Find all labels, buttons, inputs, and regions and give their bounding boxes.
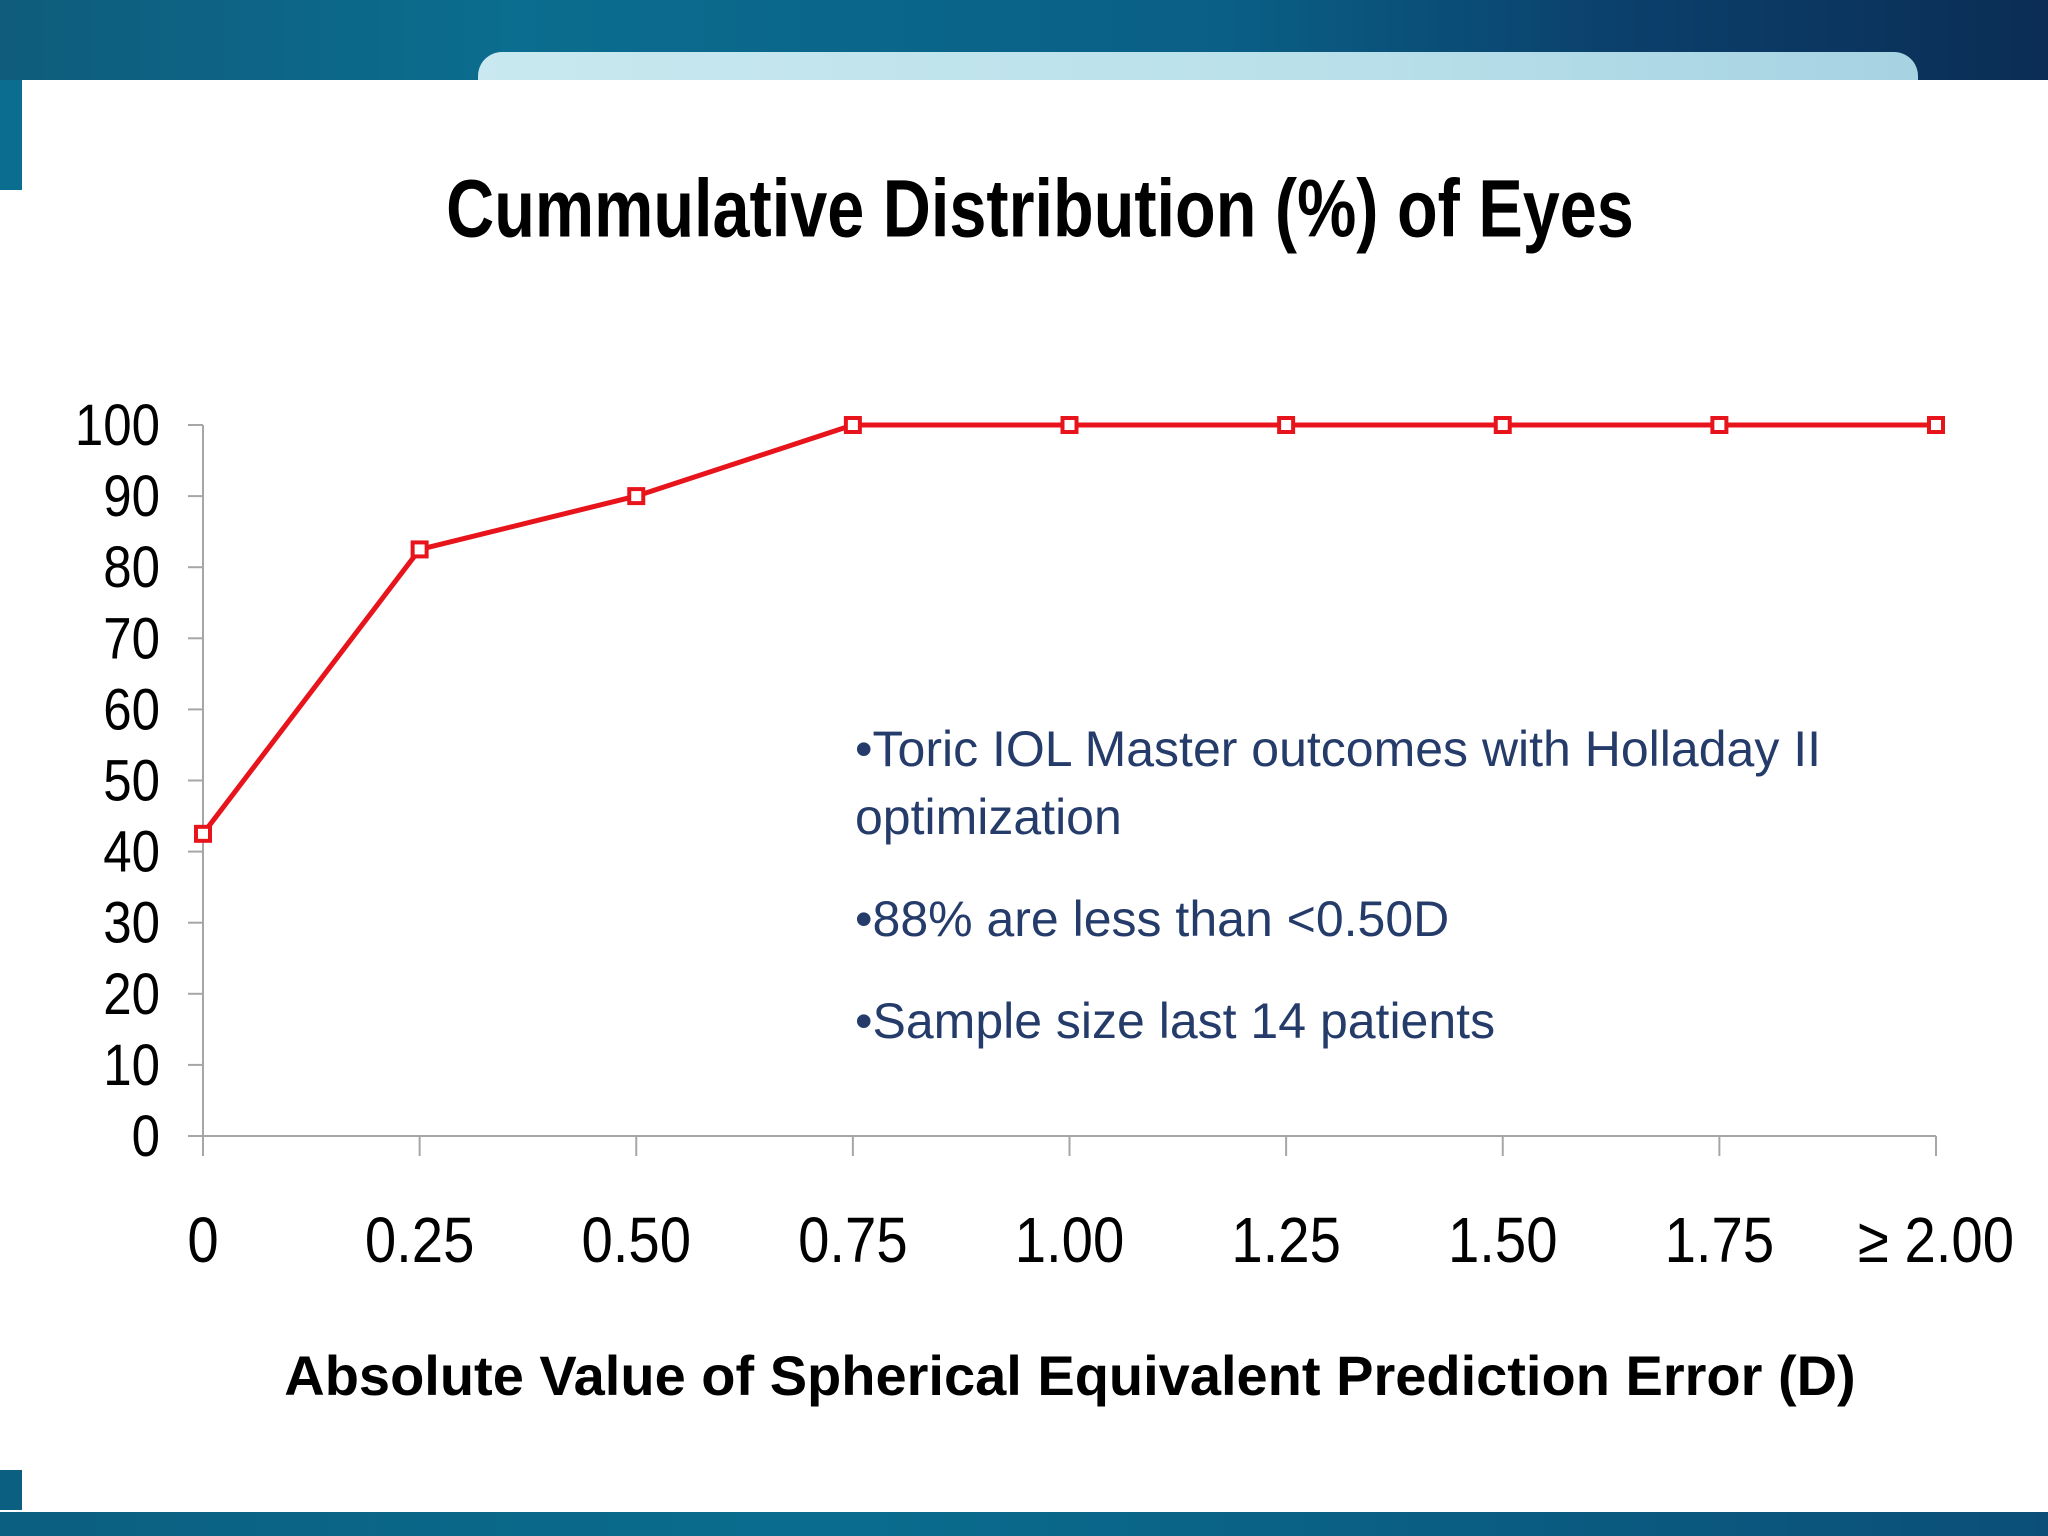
y-tick-label: 60	[103, 677, 160, 742]
series	[194, 416, 1945, 843]
y-tick-label: 40	[103, 820, 160, 885]
x-tick-label: 0	[187, 1204, 218, 1276]
x-tick-label: 1.25	[1231, 1204, 1341, 1276]
data-point	[1927, 416, 1945, 434]
left-accent-strip-bottom	[0, 1470, 22, 1510]
y-tick-label: 50	[103, 748, 160, 813]
y-tick-label: 80	[103, 535, 160, 600]
y-tick-label: 30	[103, 891, 160, 956]
slide-panel	[22, 80, 2048, 1512]
footer-band	[0, 1512, 2048, 1536]
x-tick-label: 1.50	[1448, 1204, 1558, 1276]
x-tick-label: 0.25	[365, 1204, 475, 1276]
data-point	[1493, 416, 1512, 434]
x-tick-label: 0.75	[798, 1204, 908, 1276]
annotation-note: •Toric IOL Master outcomes with Holladay…	[855, 721, 1821, 845]
y-tick-label: 90	[103, 464, 160, 529]
data-point	[1060, 416, 1079, 434]
y-tick-label: 0	[132, 1104, 160, 1169]
data-point	[1710, 416, 1729, 434]
x-tick-label: 0.50	[581, 1204, 691, 1276]
y-tick-label: 20	[103, 962, 160, 1027]
left-accent-strip	[0, 80, 22, 190]
data-point	[627, 487, 646, 506]
x-tick-label: 1.00	[1015, 1204, 1125, 1276]
annotation-note: •Sample size last 14 patients	[855, 993, 1496, 1049]
chart-title: Cummulative Distribution (%) of Eyes	[446, 163, 1634, 254]
data-point	[194, 824, 212, 843]
x-axis-label: Absolute Value of Spherical Equivalent P…	[284, 1344, 1855, 1407]
data-point	[843, 416, 862, 434]
data-point	[410, 540, 429, 559]
data-point	[1277, 416, 1296, 434]
annotation-note: •88% are less than <0.50D	[855, 891, 1450, 947]
x-tick-label: ≥ 2.00	[1858, 1204, 2014, 1276]
y-tick-label: 70	[103, 606, 160, 671]
annotation-block: •Toric IOL Master outcomes with Holladay…	[855, 715, 1955, 1089]
x-tick-label: 1.75	[1665, 1204, 1775, 1276]
y-tick-label: 100	[75, 393, 160, 458]
y-tick-label: 10	[103, 1033, 160, 1098]
